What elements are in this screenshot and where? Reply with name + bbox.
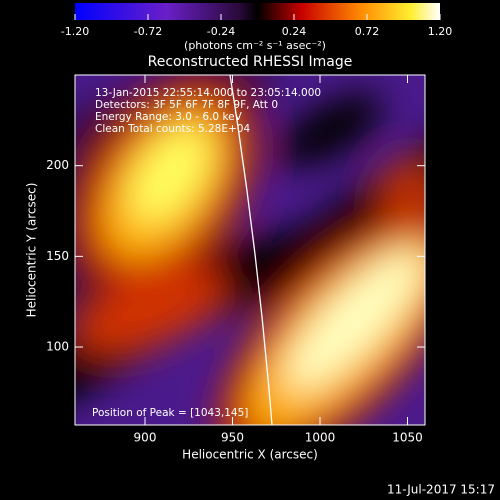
x-tick-label: 1050	[392, 431, 423, 445]
solar-limb	[229, 75, 273, 425]
x-tick-label: 1000	[305, 431, 336, 445]
colorbar	[75, 3, 440, 20]
colorbar-tick-label: -1.20	[61, 25, 89, 38]
colorbar-tick-label: 0.72	[355, 25, 380, 38]
heatmap-image	[75, 75, 425, 425]
colorbar-tick-label: 1.20	[428, 25, 453, 38]
y-tick-label: 150	[46, 249, 69, 263]
annotation: 13-Jan-2015 22:55:14.000 to 23:05:14.000	[95, 87, 321, 99]
plot-frame	[74, 74, 426, 426]
colorbar-tick-label: 0.24	[282, 25, 307, 38]
x-tick-label: 900	[134, 431, 157, 445]
x-tick-label: 950	[221, 431, 244, 445]
annotation: Clean Total counts: 5.28E+04	[95, 123, 250, 135]
colorbar-tick-label: -0.72	[134, 25, 162, 38]
annotation: Detectors: 3F 5F 6F 7F 8F 9F, Att 0	[95, 99, 278, 111]
x-axis-label: Heliocentric X (arcsec)	[182, 448, 318, 462]
annotation: Energy Range: 3.0 - 6.0 keV	[95, 111, 243, 123]
colorbar-label: (photons cm⁻² s⁻¹ asec⁻²)	[184, 39, 326, 52]
colorbar-tick-label: -0.24	[207, 25, 235, 38]
y-axis-label: Heliocentric Y (arcsec)	[25, 183, 39, 318]
y-tick-label: 200	[46, 158, 69, 172]
peak-label: Position of Peak = [1043,145]	[92, 407, 248, 419]
timestamp: 11-Jul-2017 15:17	[387, 483, 495, 497]
y-tick-label: 100	[46, 340, 69, 354]
chart-title: Reconstructed RHESSI Image	[148, 54, 353, 70]
